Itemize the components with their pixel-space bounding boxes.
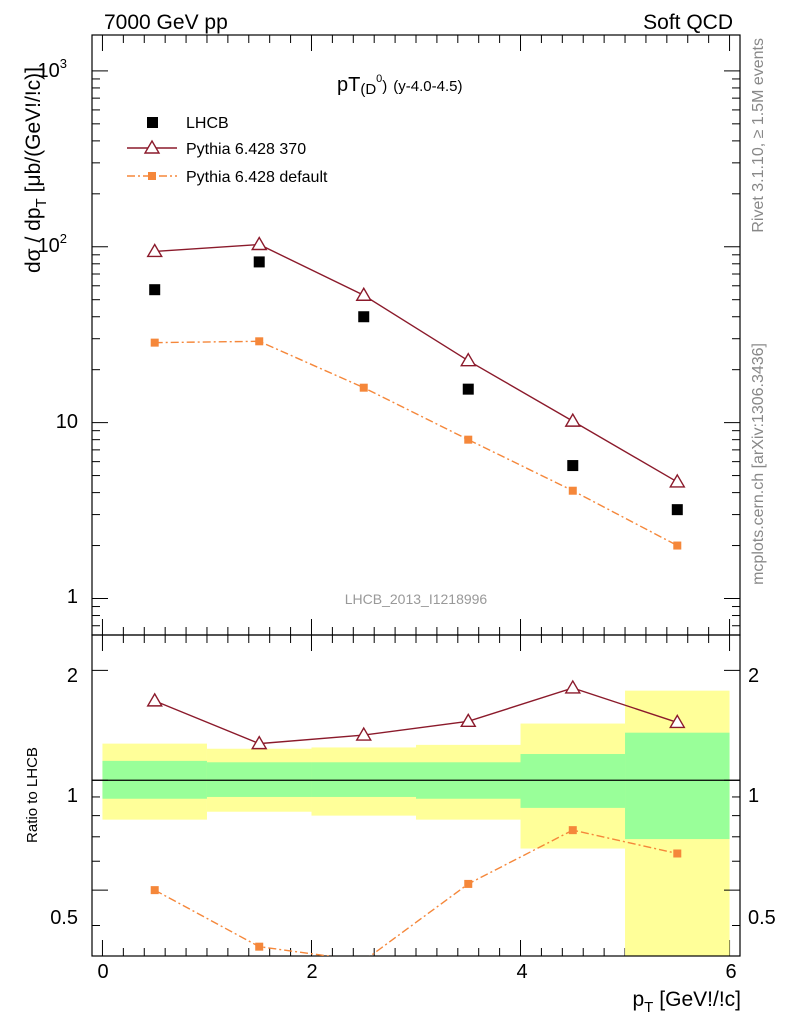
mcplots-label: mcplots.cern.ch [arXiv:1306.3436] xyxy=(750,343,767,585)
point-pythia-default xyxy=(150,338,159,347)
ratio-y-tick-label-right-1: 1 xyxy=(748,785,759,807)
ratio-inner-band xyxy=(206,762,312,797)
point-lhcb xyxy=(149,284,161,296)
point-pythia-default xyxy=(673,541,682,550)
ratio-ticks xyxy=(92,669,740,927)
series-line-pythia-370 xyxy=(154,243,678,483)
ratio-inner-band xyxy=(311,762,416,797)
series-line-pythia-default xyxy=(154,340,678,547)
point-pythia-370 xyxy=(355,286,372,301)
legend: LHCB Pythia 6.428 370 Pythia 6.428 defau… xyxy=(127,115,328,186)
ratio-point-pythia-default xyxy=(673,849,682,858)
point-pythia-370 xyxy=(460,352,477,367)
plot-title: pT(D0) (y-4.0-4.5) xyxy=(337,73,462,98)
ratio-point-pythia-default xyxy=(568,826,577,835)
legend-marker-pythia-default xyxy=(148,172,156,180)
point-pythia-370 xyxy=(564,412,581,427)
ratio-point-pythia-370 xyxy=(251,735,268,750)
main-y-tick-label-100: 102 xyxy=(38,231,67,257)
point-pythia-default xyxy=(464,435,473,444)
point-lhcb xyxy=(567,460,579,472)
ratio-data xyxy=(146,679,686,956)
legend-label-pythia-370: Pythia 6.428 370 xyxy=(186,141,306,158)
main-y-tick-label-1: 1 xyxy=(67,586,78,608)
x-axis-label: pT [GeV!/!c] xyxy=(632,988,741,1016)
x-tick-label-6: 6 xyxy=(725,961,736,983)
x-tick-label-0: 0 xyxy=(97,961,108,983)
main-data xyxy=(146,236,686,550)
point-pythia-default xyxy=(359,383,368,392)
legend-marker-pythia-370 xyxy=(143,139,161,154)
ratio-y-tick-label-2: 2 xyxy=(67,665,78,687)
ratio-point-pythia-370 xyxy=(564,679,581,694)
ratio-bands xyxy=(92,690,740,956)
ratio-inner-band xyxy=(625,732,730,840)
point-lhcb xyxy=(671,504,683,516)
ratio-y-tick-label-right-2: 2 xyxy=(748,665,759,687)
legend-label-pythia-default: Pythia 6.428 default xyxy=(186,169,328,186)
ratio-inner-band xyxy=(520,754,626,808)
header-right: Soft QCD xyxy=(643,11,733,34)
ratio-point-pythia-default xyxy=(150,886,159,895)
ratio-y-tick-label-right-0.5: 0.5 xyxy=(748,907,776,929)
ratio-frame xyxy=(91,634,741,957)
ratio-y-tick-label-1: 1 xyxy=(67,785,78,807)
point-pythia-370 xyxy=(251,236,268,251)
point-pythia-default xyxy=(568,486,577,495)
ratio-point-pythia-370 xyxy=(460,712,477,728)
main-y-tick-label-10: 10 xyxy=(56,411,78,433)
header-left: 7000 GeV pp xyxy=(104,11,228,34)
main-y-tick-label-1000: 103 xyxy=(38,56,67,82)
point-pythia-370 xyxy=(146,243,163,258)
main-y-axis-label: dσ / dpT[μb/(GeV!/!c)] xyxy=(22,67,50,273)
ratio-line-pythia-default xyxy=(154,829,678,956)
legend-label-lhcb: LHCB xyxy=(186,115,229,132)
ratio-y-axis-label: Ratio to LHCB xyxy=(24,747,41,843)
point-lhcb xyxy=(253,256,265,268)
ratio-line-pythia-370 xyxy=(154,687,678,745)
rivet-label: Rivet 3.1.10, ≥ 1.5M events xyxy=(750,38,767,233)
point-lhcb xyxy=(358,311,370,323)
ratio-point-pythia-370 xyxy=(669,714,686,729)
point-pythia-default xyxy=(255,337,264,346)
point-lhcb xyxy=(462,383,474,395)
analysis-id: LHCB_2013_I1218996 xyxy=(345,591,488,607)
ratio-point-pythia-370 xyxy=(146,692,163,707)
ratio-y-tick-label-0.5: 0.5 xyxy=(50,907,78,929)
ratio-point-pythia-default xyxy=(464,879,473,888)
x-tick-label-2: 2 xyxy=(306,961,317,983)
ratio-point-pythia-default xyxy=(255,942,264,951)
main-ticks xyxy=(92,35,740,956)
legend-marker-lhcb xyxy=(147,117,158,128)
x-tick-label-4: 4 xyxy=(516,961,527,983)
ratio-point-pythia-370 xyxy=(355,726,372,741)
point-pythia-370 xyxy=(669,473,686,488)
